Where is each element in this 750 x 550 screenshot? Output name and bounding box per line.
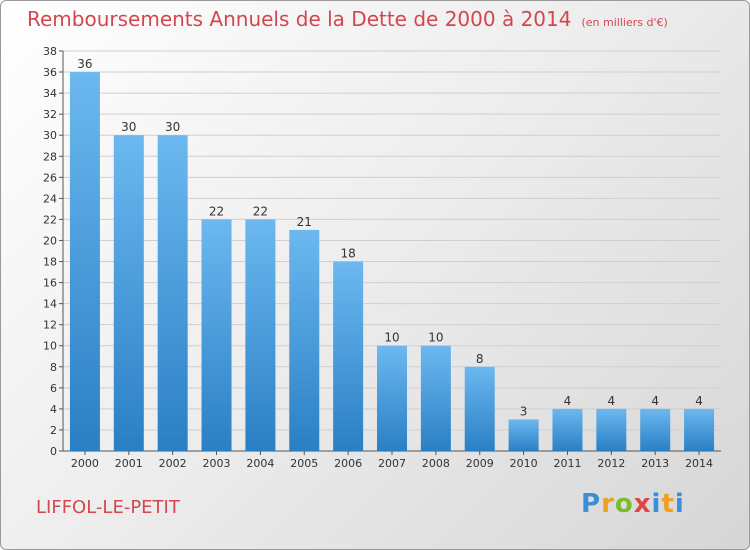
chart-title-text: Remboursements Annuels de la Dette de 20…: [27, 7, 572, 31]
city-name: LIFFOL-LE-PETIT: [36, 497, 180, 518]
bar-value-label: 22: [253, 204, 268, 218]
bar: [69, 72, 100, 451]
bar-value-label: 21: [297, 215, 312, 229]
x-tick-label: 2013: [641, 457, 669, 470]
bar: [552, 408, 583, 451]
y-tick-label: 26: [43, 171, 57, 184]
x-tick-label: 2002: [159, 457, 187, 470]
bar: [289, 229, 320, 451]
x-tick-label: 2000: [71, 457, 99, 470]
bar: [420, 345, 451, 451]
bar: [377, 345, 407, 451]
bar: [245, 219, 276, 451]
y-tick-label: 34: [43, 87, 57, 100]
bar: [640, 408, 671, 451]
x-tick-label: 2014: [685, 457, 713, 470]
y-tick-label: 32: [43, 108, 57, 121]
bar: [333, 261, 364, 451]
y-tick-label: 6: [50, 382, 57, 395]
bar-value-label: 8: [476, 352, 484, 366]
chart-title: Remboursements Annuels de la Dette de 20…: [27, 7, 668, 31]
bar-value-label: 10: [384, 331, 399, 345]
y-tick-label: 30: [43, 129, 57, 142]
bar-value-label: 18: [340, 247, 355, 261]
bar-value-label: 10: [428, 331, 443, 345]
y-tick-label: 28: [43, 150, 57, 163]
bar-value-label: 30: [165, 120, 180, 134]
bar-value-label: 22: [209, 204, 224, 218]
chart-unit: (en milliers d'€): [581, 16, 668, 29]
x-tick-label: 2003: [203, 457, 231, 470]
y-tick-label: 4: [50, 403, 57, 416]
y-tick-label: 36: [43, 66, 57, 79]
x-tick-label: 2004: [246, 457, 274, 470]
y-tick-label: 8: [50, 361, 57, 374]
bar-value-label: 4: [651, 394, 659, 408]
y-tick-label: 38: [43, 45, 57, 58]
y-tick-label: 0: [50, 445, 57, 458]
bar-value-label: 4: [695, 394, 703, 408]
bar: [508, 419, 539, 451]
x-tick-label: 2009: [466, 457, 494, 470]
proxiti-logo: Proxiti: [581, 489, 685, 519]
bar: [684, 408, 715, 451]
bar: [596, 408, 627, 451]
y-tick-label: 16: [43, 277, 57, 290]
x-tick-label: 2010: [510, 457, 538, 470]
bar: [157, 135, 188, 452]
bar-value-label: 3: [520, 404, 528, 418]
y-tick-label: 24: [43, 192, 57, 205]
bar: [464, 366, 495, 451]
bar-value-label: 36: [77, 57, 92, 71]
y-tick-label: 2: [50, 424, 57, 437]
y-tick-label: 10: [43, 340, 57, 353]
x-tick-label: 2005: [290, 457, 318, 470]
x-tick-label: 2001: [115, 457, 143, 470]
bar: [113, 135, 144, 452]
bar-value-label: 30: [121, 120, 136, 134]
y-tick-label: 14: [43, 298, 57, 311]
y-tick-label: 18: [43, 256, 57, 269]
x-tick-label: 2007: [378, 457, 406, 470]
y-tick-label: 12: [43, 319, 57, 332]
bar: [201, 219, 232, 451]
bar-value-label: 4: [564, 394, 572, 408]
x-tick-label: 2008: [422, 457, 450, 470]
bar-value-label: 4: [608, 394, 616, 408]
y-tick-label: 22: [43, 213, 57, 226]
x-tick-label: 2006: [334, 457, 362, 470]
x-tick-label: 2011: [553, 457, 581, 470]
x-tick-label: 2012: [597, 457, 625, 470]
y-tick-label: 20: [43, 234, 57, 247]
